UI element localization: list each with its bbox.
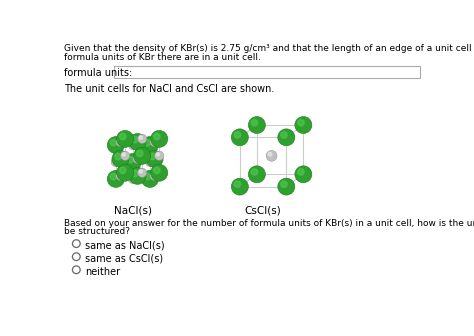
Circle shape bbox=[150, 137, 159, 146]
Circle shape bbox=[137, 150, 143, 157]
Circle shape bbox=[107, 136, 124, 154]
Circle shape bbox=[141, 136, 158, 154]
Circle shape bbox=[132, 136, 138, 143]
Circle shape bbox=[281, 132, 287, 138]
Circle shape bbox=[144, 173, 151, 180]
Circle shape bbox=[119, 133, 126, 140]
Circle shape bbox=[231, 178, 248, 195]
Circle shape bbox=[129, 133, 146, 151]
Text: Given that the density of KBr(s) is 2.75 g/cm³ and that the length of an edge of: Given that the density of KBr(s) is 2.75… bbox=[64, 44, 474, 53]
Text: formula units of KBr there are in a unit cell.: formula units of KBr there are in a unit… bbox=[64, 53, 261, 61]
Circle shape bbox=[118, 139, 121, 142]
Circle shape bbox=[251, 169, 258, 175]
Circle shape bbox=[117, 164, 134, 181]
Circle shape bbox=[278, 178, 295, 195]
Circle shape bbox=[130, 176, 133, 179]
Circle shape bbox=[145, 157, 155, 167]
Circle shape bbox=[155, 151, 164, 161]
Circle shape bbox=[117, 130, 134, 148]
Circle shape bbox=[113, 159, 116, 162]
Circle shape bbox=[137, 134, 147, 143]
Circle shape bbox=[144, 139, 151, 146]
Text: The unit cells for NaCl and CsCl are shown.: The unit cells for NaCl and CsCl are sho… bbox=[64, 84, 274, 94]
Circle shape bbox=[135, 156, 138, 159]
Text: Based on your answer for the number of formula units of KBr(s) in a unit cell, h: Based on your answer for the number of f… bbox=[64, 219, 474, 228]
Circle shape bbox=[73, 253, 80, 260]
Text: formula units:: formula units: bbox=[64, 68, 132, 78]
Circle shape bbox=[130, 142, 133, 145]
Circle shape bbox=[154, 133, 160, 140]
Circle shape bbox=[231, 129, 248, 146]
Circle shape bbox=[128, 174, 137, 183]
Circle shape bbox=[107, 170, 124, 187]
Circle shape bbox=[156, 153, 159, 156]
Circle shape bbox=[248, 117, 265, 133]
Circle shape bbox=[129, 167, 146, 184]
Circle shape bbox=[122, 153, 125, 156]
Circle shape bbox=[298, 119, 304, 126]
Circle shape bbox=[112, 151, 129, 167]
Circle shape bbox=[137, 168, 147, 177]
Circle shape bbox=[151, 164, 168, 181]
Circle shape bbox=[251, 119, 258, 126]
Circle shape bbox=[266, 151, 277, 161]
Circle shape bbox=[295, 117, 312, 133]
Circle shape bbox=[73, 266, 80, 274]
Circle shape bbox=[268, 152, 272, 156]
Circle shape bbox=[151, 130, 168, 148]
Circle shape bbox=[116, 171, 125, 180]
Text: neither: neither bbox=[85, 267, 120, 277]
Circle shape bbox=[110, 173, 117, 180]
Circle shape bbox=[119, 167, 126, 174]
Circle shape bbox=[149, 153, 155, 160]
Text: same as CsCl(s): same as CsCl(s) bbox=[85, 254, 163, 264]
Circle shape bbox=[133, 154, 142, 164]
Circle shape bbox=[128, 140, 137, 150]
Circle shape bbox=[298, 169, 304, 175]
Circle shape bbox=[115, 153, 121, 160]
Circle shape bbox=[234, 181, 241, 187]
Circle shape bbox=[146, 151, 163, 167]
Circle shape bbox=[111, 157, 120, 167]
Circle shape bbox=[281, 181, 287, 187]
Circle shape bbox=[278, 129, 295, 146]
Text: be structured?: be structured? bbox=[64, 227, 130, 237]
Circle shape bbox=[132, 170, 138, 177]
Circle shape bbox=[110, 139, 117, 146]
Text: NaCl(s): NaCl(s) bbox=[114, 206, 152, 216]
Circle shape bbox=[154, 167, 160, 174]
Circle shape bbox=[139, 136, 142, 139]
Circle shape bbox=[152, 173, 155, 176]
Circle shape bbox=[139, 170, 142, 173]
Circle shape bbox=[248, 166, 265, 183]
Circle shape bbox=[116, 137, 125, 146]
Circle shape bbox=[120, 151, 130, 161]
FancyBboxPatch shape bbox=[113, 66, 419, 78]
Circle shape bbox=[118, 173, 121, 176]
Text: CsCl(s): CsCl(s) bbox=[245, 206, 282, 216]
Circle shape bbox=[234, 132, 241, 138]
Circle shape bbox=[295, 166, 312, 183]
Circle shape bbox=[152, 139, 155, 142]
Circle shape bbox=[147, 159, 150, 162]
Circle shape bbox=[124, 154, 141, 170]
Text: same as NaCl(s): same as NaCl(s) bbox=[85, 241, 164, 251]
Circle shape bbox=[134, 148, 151, 164]
Circle shape bbox=[150, 171, 159, 180]
Circle shape bbox=[127, 156, 134, 163]
Circle shape bbox=[141, 170, 158, 187]
Circle shape bbox=[73, 240, 80, 247]
